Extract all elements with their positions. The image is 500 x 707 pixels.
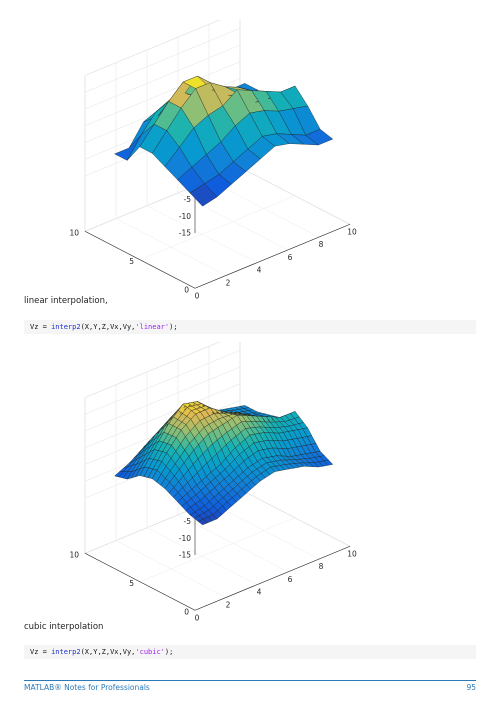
code-end: ); — [164, 648, 174, 656]
page-number: 95 — [466, 683, 476, 692]
x-tick-label: 0 — [195, 291, 200, 300]
z-tick-label: -15 — [179, 551, 191, 560]
y-axis — [84, 231, 196, 289]
footer-divider — [24, 680, 476, 681]
code-block-cubic: Vz = interp2(X,Y,Z,Vx,Vy,'cubic'); — [24, 645, 476, 659]
z-tick-label: -5 — [184, 517, 192, 526]
x-tick-label: 6 — [288, 253, 293, 262]
surface — [114, 401, 334, 526]
x-tick-label: 10 — [347, 549, 357, 558]
x-tick-label: 4 — [257, 588, 262, 597]
grid-line — [84, 383, 241, 448]
grid-line — [84, 350, 241, 415]
x-tick-label: 0 — [195, 613, 200, 622]
code-block-linear: Vz = interp2(X,Y,Z,Vx,Vy,'linear'); — [24, 320, 476, 334]
code-args: (X,Y,Z,Vx,Vy, — [80, 323, 136, 331]
x-tick-label: 10 — [347, 227, 357, 236]
y-tick-label: 0 — [184, 607, 189, 616]
code-args: (X,Y,Z,Vx,Vy, — [80, 648, 136, 656]
code-string: 'cubic' — [135, 648, 165, 656]
grid-line — [84, 61, 241, 126]
grid-line — [139, 517, 296, 583]
grid-line — [139, 195, 296, 261]
grid-line — [84, 366, 241, 432]
code-end: ); — [169, 323, 178, 331]
y-tick-label: 5 — [129, 579, 134, 588]
x-tick-label: 2 — [226, 600, 231, 609]
surface-patch — [305, 128, 334, 146]
x-tick-label: 8 — [319, 562, 324, 571]
grid-line — [84, 20, 221, 76]
x-axis — [194, 545, 351, 611]
z-tick-label: -10 — [179, 534, 191, 543]
y-axis — [84, 553, 196, 611]
code-lhs: Vz = — [30, 323, 52, 331]
caption-linear: linear interpolation, — [24, 296, 108, 306]
x-tick-label: 4 — [257, 266, 262, 275]
y-tick-label: 10 — [69, 228, 79, 237]
surface-patch — [323, 459, 334, 466]
code-string: 'linear' — [135, 323, 170, 331]
y-tick-label: 5 — [129, 257, 134, 266]
grid-line — [84, 44, 241, 110]
code-function: interp2 — [51, 648, 81, 656]
grid-line — [84, 28, 241, 93]
code-lhs: Vz = — [30, 648, 52, 656]
x-tick-label: 8 — [319, 240, 324, 249]
z-tick-label: -10 — [179, 212, 191, 221]
y-tick-label: 10 — [69, 550, 79, 559]
code-function: interp2 — [51, 323, 81, 331]
x-tick-label: 6 — [288, 575, 293, 584]
caption-cubic: cubic interpolation — [24, 622, 104, 632]
footer-title: MATLAB® Notes for Professionals — [24, 683, 150, 692]
y-tick-label: 0 — [184, 285, 189, 294]
grid-line — [84, 342, 221, 398]
surface — [114, 75, 334, 207]
x-axis — [194, 223, 351, 289]
z-tick-label: -5 — [184, 195, 192, 204]
z-tick-label: -15 — [179, 229, 191, 238]
x-tick-label: 2 — [226, 278, 231, 287]
